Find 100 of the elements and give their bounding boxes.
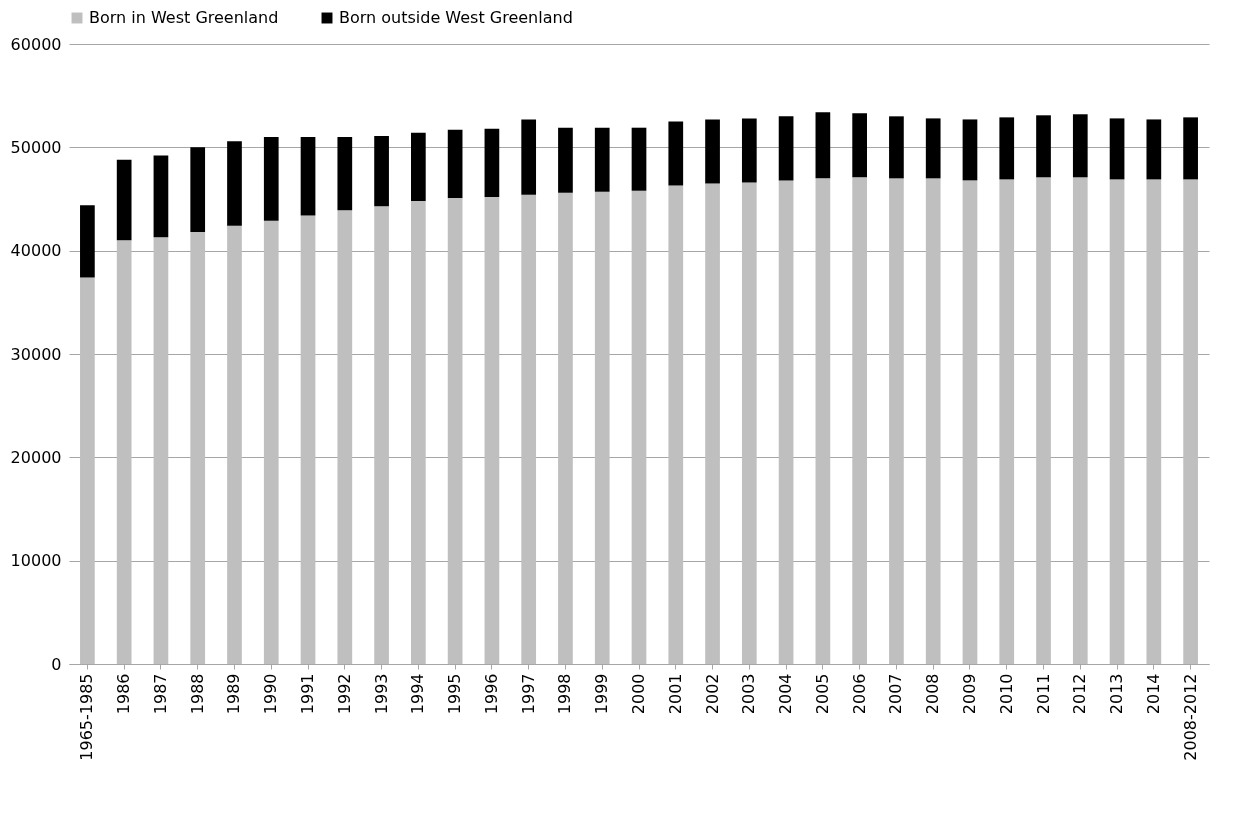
bar — [741, 182, 757, 664]
bar — [778, 180, 794, 664]
bar — [999, 179, 1015, 664]
bar — [815, 112, 831, 179]
x-tick-label: 1990 — [261, 673, 281, 715]
bar — [1036, 177, 1051, 664]
bar — [447, 197, 463, 664]
bar — [705, 183, 720, 664]
bar — [925, 178, 941, 664]
x-tick-label: 2004 — [776, 673, 796, 715]
x-tick-label: 2005 — [812, 673, 832, 715]
y-tick-label: 50000 — [10, 137, 62, 157]
bar — [374, 135, 389, 207]
bar — [594, 191, 610, 664]
legend-label: Born in West Greenland — [89, 8, 279, 27]
y-tick-label: 40000 — [10, 241, 62, 261]
bar — [594, 127, 610, 192]
bar — [80, 205, 95, 278]
legend-label: Born outside West Greenland — [339, 8, 573, 27]
bar — [411, 132, 426, 202]
x-tick-label: 2002 — [702, 673, 722, 715]
bar — [778, 116, 794, 181]
bar — [1072, 114, 1088, 178]
x-tick-label: 1996 — [481, 673, 501, 715]
x-tick-label: 1989 — [224, 673, 244, 715]
x-tick-label: 2011 — [1033, 673, 1053, 715]
x-tick-label: 2000 — [629, 673, 648, 715]
bar — [705, 119, 720, 184]
bar — [80, 277, 95, 664]
x-tick-label: 1998 — [555, 673, 575, 715]
bar — [1036, 115, 1051, 178]
bar — [999, 117, 1015, 180]
bar — [263, 220, 279, 664]
x-tick-label: 2001 — [665, 673, 685, 715]
y-tick-label: 20000 — [10, 447, 62, 467]
x-tick-label: 1991 — [298, 673, 318, 715]
bar — [1183, 117, 1198, 180]
bar — [227, 141, 242, 226]
bar — [1109, 179, 1125, 664]
x-tick-label: 1986 — [114, 673, 134, 715]
y-tick-label: 0 — [51, 654, 62, 674]
x-tick-label: 1994 — [408, 673, 428, 715]
bar — [521, 194, 537, 664]
bar — [190, 147, 206, 233]
bar — [411, 201, 426, 664]
bar — [484, 196, 500, 664]
bar — [962, 180, 978, 664]
bar — [227, 225, 242, 664]
bar — [447, 129, 463, 198]
x-tick-label: 2009 — [959, 673, 979, 715]
bar — [558, 127, 573, 193]
x-tick-label: 2014 — [1143, 673, 1163, 715]
bar — [1146, 119, 1162, 180]
y-tick-label: 10000 — [10, 551, 62, 571]
y-tick-label: 30000 — [10, 344, 62, 364]
bar — [631, 190, 647, 664]
x-tick-label: 1988 — [187, 673, 207, 715]
bar — [668, 185, 684, 664]
bar — [1109, 118, 1125, 180]
x-tick-label: 1987 — [150, 673, 170, 715]
x-tick-label: 1999 — [592, 673, 612, 715]
bar — [925, 118, 941, 179]
x-tick-label: 2007 — [886, 673, 906, 715]
x-tick-label: 2013 — [1107, 673, 1127, 715]
bar — [190, 232, 206, 664]
bar — [1146, 179, 1162, 664]
x-tick-label: 1992 — [334, 673, 354, 715]
x-tick-label: 2008-2012 — [1180, 673, 1200, 761]
bar — [153, 237, 169, 664]
bar — [852, 113, 867, 178]
x-tick-label: 2003 — [739, 673, 759, 715]
bar — [631, 127, 647, 191]
x-tick-label: 2012 — [1070, 673, 1090, 715]
bar — [889, 178, 904, 664]
bar — [300, 137, 316, 216]
bar — [521, 119, 537, 195]
bar — [741, 118, 757, 183]
bar — [558, 192, 573, 664]
bar — [300, 215, 316, 664]
bar — [116, 159, 132, 241]
y-tick-label: 60000 — [10, 34, 62, 54]
bar — [815, 178, 831, 664]
bar — [374, 206, 389, 664]
bar — [852, 177, 867, 664]
bar — [1183, 179, 1198, 664]
bar — [484, 128, 500, 197]
bar — [1072, 177, 1088, 664]
bar — [337, 210, 353, 664]
x-tick-label: 1965-1985 — [77, 673, 97, 761]
bar — [668, 121, 684, 186]
x-tick-label: 2008 — [923, 673, 943, 715]
x-tick-label: 1993 — [371, 673, 391, 715]
x-tick-label: 2006 — [849, 673, 869, 715]
bar — [263, 137, 279, 221]
bar — [962, 119, 978, 181]
bar — [337, 137, 353, 211]
x-tick-label: 1995 — [445, 673, 465, 715]
bar — [153, 155, 169, 238]
x-tick-label: 1997 — [518, 673, 538, 715]
bar — [889, 116, 904, 179]
